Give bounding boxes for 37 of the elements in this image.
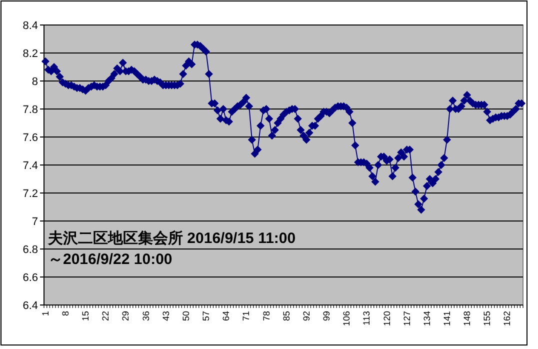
y-tick-label: 7.2 [22, 188, 38, 200]
x-tick-label: 1 [40, 311, 50, 316]
x-tick-label: 29 [120, 311, 131, 322]
x-tick-label: 8 [60, 311, 71, 316]
x-tick-label: 99 [322, 311, 332, 322]
x-tick-label: 50 [180, 311, 191, 322]
y-tick-label: 7.6 [22, 132, 38, 144]
x-tick-label: 127 [402, 311, 412, 326]
x-tick-label: 64 [221, 311, 232, 322]
x-tick-label: 71 [241, 311, 252, 322]
x-tick-label: 36 [140, 311, 151, 322]
x-tick-label: 162 [502, 311, 512, 326]
y-tick-label: 6.4 [22, 300, 38, 312]
x-tick-label: 113 [362, 311, 372, 326]
x-tick-label: 78 [261, 311, 272, 322]
y-tick-label: 7.8 [22, 104, 38, 116]
x-tick-label: 92 [301, 311, 312, 322]
annotation: ～2016/9/22 10:00 [48, 251, 172, 268]
x-tick-label: 141 [442, 311, 452, 326]
x-tick-label: 120 [382, 311, 392, 326]
y-tick-label: 8 [32, 76, 38, 88]
x-tick-label: 15 [80, 311, 91, 322]
x-tick-label: 106 [342, 311, 352, 326]
x-tick-label: 134 [422, 311, 432, 326]
x-tick-label: 57 [201, 311, 212, 322]
annotation: 夫沢二区地区集会所 2016/9/15 11:00 [47, 230, 296, 247]
y-tick-label: 7.4 [22, 160, 38, 172]
y-tick-label: 6.6 [22, 272, 38, 284]
y-tick-label: 8.2 [22, 48, 38, 60]
x-tick-label: 148 [462, 311, 472, 326]
y-tick-label: 6.8 [22, 244, 38, 256]
y-tick-label: 8.4 [22, 20, 38, 32]
x-tick-label: 155 [482, 311, 492, 326]
x-tick-label: 85 [281, 311, 292, 322]
x-tick-label: 22 [100, 311, 111, 322]
x-tick-label: 43 [160, 311, 171, 322]
y-tick-label: 7 [32, 216, 38, 228]
